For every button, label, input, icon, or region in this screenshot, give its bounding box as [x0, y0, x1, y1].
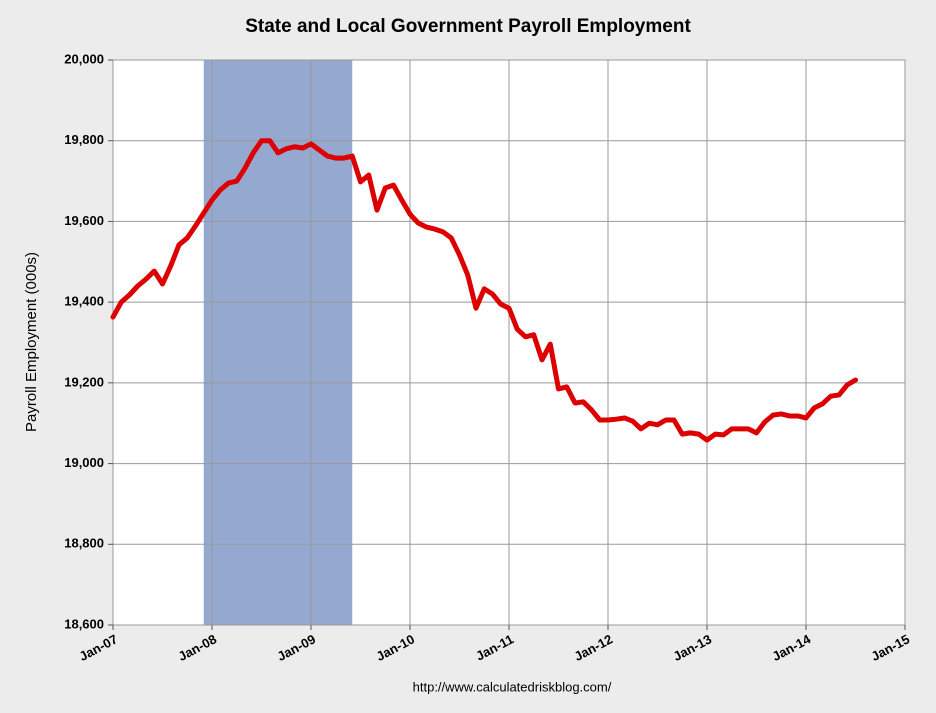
x-tick-label: Jan-13 — [671, 631, 714, 664]
chart-title: State and Local Government Payroll Emplo… — [245, 16, 691, 37]
y-tick-label: 19,200 — [64, 374, 104, 389]
x-tick-label: Jan-08 — [176, 631, 219, 664]
y-tick-label: 19,800 — [64, 132, 104, 147]
x-tick-label: Jan-14 — [770, 631, 814, 664]
x-tick-label: Jan-15 — [869, 631, 912, 664]
y-tick-label: 18,800 — [64, 536, 104, 551]
source: http://www.calculatedriskblog.com/ — [413, 679, 612, 694]
y-tick-label: 19,000 — [64, 455, 104, 470]
y-tick-label: 20,000 — [64, 51, 104, 66]
recession-band — [203, 60, 353, 625]
data-line — [110, 138, 858, 443]
x-tick-label: Jan-12 — [572, 631, 615, 664]
y-tick-label: 19,400 — [64, 294, 104, 309]
x-tick-label: Jan-07 — [77, 631, 120, 664]
x-tick-label: Jan-09 — [275, 631, 318, 664]
x-tick-label: Jan-11 — [473, 631, 516, 663]
y-tick-label: 18,600 — [64, 616, 104, 631]
y-axis-label: Payroll Employment (000s) — [23, 252, 40, 432]
y-tick-label: 19,600 — [64, 213, 104, 228]
x-tick-label: Jan-10 — [374, 631, 417, 664]
